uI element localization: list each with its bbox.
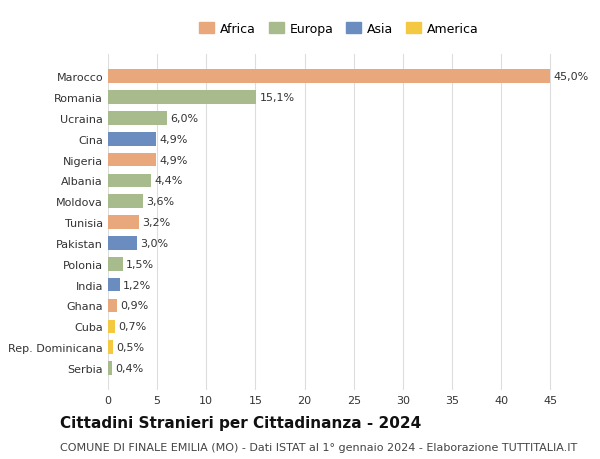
- Text: 0,7%: 0,7%: [118, 322, 146, 331]
- Text: 4,9%: 4,9%: [159, 134, 187, 145]
- Text: 0,4%: 0,4%: [115, 363, 143, 373]
- Bar: [108, 153, 156, 167]
- Bar: [108, 174, 151, 188]
- Bar: [108, 278, 120, 292]
- Legend: Africa, Europa, Asia, America: Africa, Europa, Asia, America: [194, 18, 484, 41]
- Text: 1,5%: 1,5%: [125, 259, 154, 269]
- Bar: [108, 133, 156, 146]
- Text: 4,9%: 4,9%: [159, 155, 187, 165]
- Text: COMUNE DI FINALE EMILIA (MO) - Dati ISTAT al 1° gennaio 2024 - Elaborazione TUTT: COMUNE DI FINALE EMILIA (MO) - Dati ISTA…: [60, 442, 577, 452]
- Bar: [108, 91, 256, 105]
- Bar: [108, 299, 117, 313]
- Bar: [108, 257, 123, 271]
- Text: 3,2%: 3,2%: [142, 218, 170, 228]
- Text: Cittadini Stranieri per Cittadinanza - 2024: Cittadini Stranieri per Cittadinanza - 2…: [60, 415, 421, 430]
- Text: 0,9%: 0,9%: [120, 301, 148, 311]
- Bar: [108, 361, 112, 375]
- Text: 1,2%: 1,2%: [123, 280, 151, 290]
- Bar: [108, 320, 115, 333]
- Bar: [108, 70, 550, 84]
- Text: 3,6%: 3,6%: [146, 197, 175, 207]
- Text: 3,0%: 3,0%: [140, 238, 169, 248]
- Text: 4,4%: 4,4%: [154, 176, 182, 186]
- Bar: [108, 341, 113, 354]
- Text: 0,5%: 0,5%: [116, 342, 144, 353]
- Bar: [108, 195, 143, 208]
- Bar: [108, 112, 167, 125]
- Text: 6,0%: 6,0%: [170, 114, 198, 123]
- Bar: [108, 237, 137, 250]
- Text: 15,1%: 15,1%: [259, 93, 295, 103]
- Text: 45,0%: 45,0%: [553, 72, 589, 82]
- Bar: [108, 216, 139, 230]
